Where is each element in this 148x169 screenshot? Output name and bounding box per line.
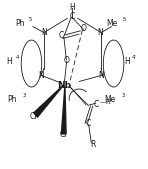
Text: H: H — [6, 57, 12, 66]
Text: N: N — [98, 71, 104, 80]
Text: 3: 3 — [22, 93, 25, 98]
Text: O: O — [81, 24, 87, 33]
Text: Nb: Nb — [57, 81, 71, 90]
Polygon shape — [61, 86, 66, 134]
Text: 5: 5 — [123, 17, 126, 22]
Text: Me: Me — [106, 19, 118, 28]
Text: Cl: Cl — [29, 112, 37, 120]
Text: 4: 4 — [15, 55, 19, 60]
Text: —R’: —R’ — [99, 99, 113, 105]
Text: 3: 3 — [122, 93, 125, 98]
Polygon shape — [34, 85, 64, 117]
Text: N: N — [41, 28, 47, 37]
Text: Me: Me — [105, 95, 116, 104]
Text: 4′: 4′ — [132, 55, 137, 60]
Text: H: H — [69, 3, 75, 11]
Text: C: C — [93, 100, 99, 109]
Text: Ph: Ph — [15, 19, 25, 28]
Text: Cl: Cl — [60, 130, 67, 139]
Text: H: H — [124, 57, 130, 66]
Text: C: C — [58, 31, 64, 40]
Text: O: O — [64, 56, 70, 65]
Text: Ph: Ph — [7, 95, 16, 104]
Text: 5: 5 — [29, 17, 32, 22]
Text: C: C — [85, 119, 91, 128]
Text: R: R — [90, 140, 95, 149]
Text: N: N — [38, 71, 44, 80]
Text: C: C — [70, 13, 75, 21]
Text: N: N — [98, 28, 103, 37]
